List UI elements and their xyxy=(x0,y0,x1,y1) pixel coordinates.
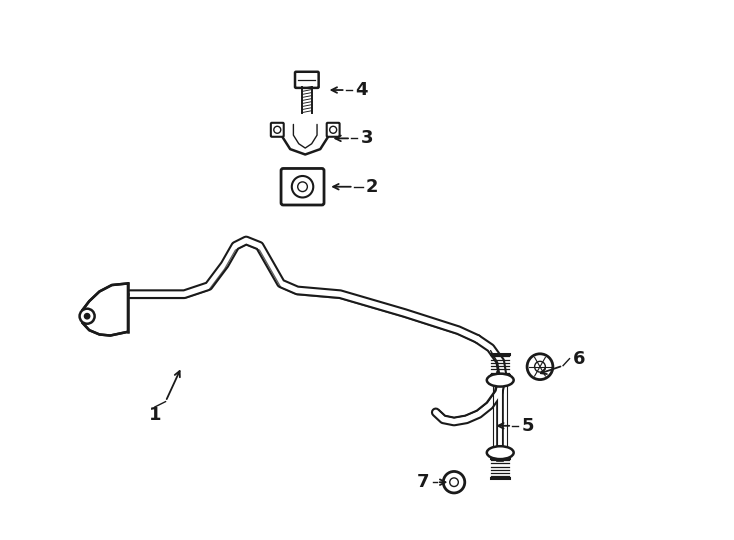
Circle shape xyxy=(274,126,281,133)
Text: 6: 6 xyxy=(573,349,586,368)
Text: 4: 4 xyxy=(355,81,368,99)
Circle shape xyxy=(79,309,95,323)
Text: 7: 7 xyxy=(417,473,429,491)
Polygon shape xyxy=(82,284,128,335)
Circle shape xyxy=(527,354,553,380)
Ellipse shape xyxy=(487,446,514,459)
Text: 3: 3 xyxy=(360,130,374,147)
Text: 5: 5 xyxy=(522,417,534,435)
Circle shape xyxy=(292,176,313,198)
Ellipse shape xyxy=(487,374,514,387)
Polygon shape xyxy=(283,123,328,154)
Text: 1: 1 xyxy=(148,406,161,424)
Circle shape xyxy=(443,471,465,493)
FancyBboxPatch shape xyxy=(295,72,319,88)
Circle shape xyxy=(330,126,337,133)
Text: 2: 2 xyxy=(366,178,379,195)
FancyBboxPatch shape xyxy=(271,123,284,137)
Circle shape xyxy=(84,314,90,319)
FancyBboxPatch shape xyxy=(327,123,340,137)
FancyBboxPatch shape xyxy=(281,168,324,205)
